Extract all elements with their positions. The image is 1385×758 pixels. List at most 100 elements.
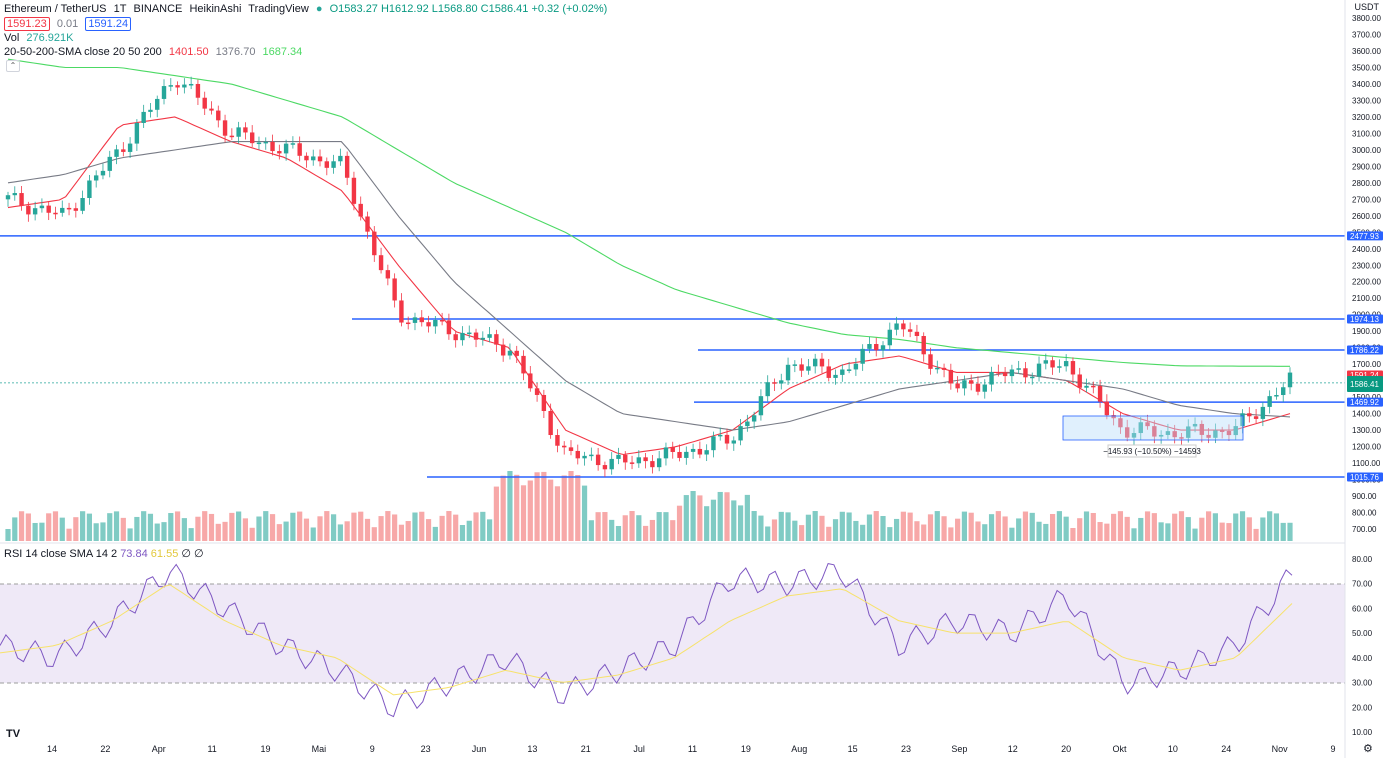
candle-body bbox=[792, 364, 798, 366]
candle-body bbox=[914, 331, 920, 337]
volume-bar bbox=[1280, 522, 1286, 541]
volume-bar bbox=[1056, 511, 1062, 541]
volume-bar bbox=[344, 521, 350, 541]
volume-bar bbox=[154, 523, 160, 541]
gear-icon[interactable]: ⚙ bbox=[1363, 743, 1373, 755]
time-tick: Okt bbox=[1112, 744, 1127, 754]
volume-bar bbox=[1124, 516, 1130, 541]
volume-bar bbox=[948, 527, 954, 541]
candle-body bbox=[26, 205, 31, 215]
price-badge-label: 1586.41 bbox=[1350, 380, 1379, 389]
volume-bar bbox=[988, 514, 995, 541]
time-tick: Mai bbox=[312, 744, 327, 754]
interval: 1T bbox=[113, 3, 127, 15]
rsi-series-line bbox=[0, 563, 1293, 718]
volume-bar bbox=[710, 499, 717, 541]
time-tick: 12 bbox=[1008, 744, 1018, 754]
volume-bar bbox=[819, 515, 825, 541]
candle-body bbox=[1267, 396, 1272, 407]
candle-body bbox=[677, 451, 682, 458]
symbol-legend[interactable]: Ethereum / TetherUS 1T BINANCE HeikinAsh… bbox=[4, 2, 611, 16]
horizontal-levels[interactable] bbox=[0, 235, 1345, 478]
rsi-tick: 40.00 bbox=[1352, 654, 1373, 663]
sma20-value: 1401.50 bbox=[168, 46, 209, 58]
volume-bar bbox=[480, 511, 486, 541]
chevron-up-icon[interactable]: ⌃ bbox=[6, 60, 20, 72]
volume-bar bbox=[934, 511, 940, 541]
candle-body bbox=[338, 155, 343, 162]
bid-box[interactable]: 1591.23 bbox=[4, 17, 50, 31]
volume-bar bbox=[907, 512, 913, 541]
volume-bar bbox=[961, 511, 968, 541]
candle-body bbox=[1043, 360, 1049, 364]
volume-bar bbox=[921, 524, 927, 541]
candle-body bbox=[426, 322, 431, 327]
volume-bar bbox=[724, 492, 730, 541]
candle-body bbox=[1091, 385, 1096, 388]
volume-bar bbox=[805, 514, 812, 541]
time-tick: Jul bbox=[633, 744, 645, 754]
candle-body bbox=[1077, 374, 1082, 388]
symbol-title[interactable]: Ethereum / TetherUS bbox=[4, 3, 107, 15]
candle-body bbox=[378, 255, 384, 271]
price-tick: 1700.00 bbox=[1352, 360, 1381, 369]
volume-bar bbox=[588, 520, 594, 541]
candle-body bbox=[880, 345, 886, 351]
price-tick: 1900.00 bbox=[1352, 327, 1381, 336]
volume-bar bbox=[1267, 511, 1273, 541]
volume-bar bbox=[290, 512, 296, 541]
volume-bar bbox=[283, 521, 289, 541]
volume-bar bbox=[432, 526, 438, 541]
sma-legend[interactable]: 20-50-200-SMA close 20 50 200 1401.50 13… bbox=[4, 45, 306, 59]
candle-body bbox=[1036, 363, 1042, 377]
price-tick: 3400.00 bbox=[1352, 80, 1381, 89]
volume-bar bbox=[1070, 527, 1076, 541]
price-tick: 3500.00 bbox=[1352, 63, 1381, 72]
volume-bar bbox=[174, 511, 181, 541]
candle-body bbox=[290, 143, 296, 145]
volume-bar bbox=[1077, 518, 1083, 541]
quote-boxes[interactable]: 1591.23 0.01 1591.24 bbox=[4, 17, 135, 31]
currency-label[interactable]: USDT bbox=[1354, 2, 1380, 12]
volume-bar bbox=[120, 517, 126, 541]
ask-box[interactable]: 1591.24 bbox=[85, 17, 132, 31]
time-axis[interactable]: 14 22 Apr 11 19 Mai 9 23 Jun 13 21 Jul 11 19 Aug 15 23 Se… bbox=[47, 744, 1336, 754]
rsi-legend[interactable]: RSI 14 close SMA 14 2 73.84 61.55 ∅ ∅ bbox=[4, 547, 204, 560]
volume-bar bbox=[704, 506, 710, 541]
vol-label: Vol bbox=[4, 32, 20, 44]
candle-body bbox=[887, 329, 892, 346]
rsi-value: 73.84 bbox=[120, 548, 148, 560]
volume-bar bbox=[1009, 527, 1015, 541]
volume-bar bbox=[520, 485, 527, 541]
candle-body bbox=[317, 156, 323, 162]
candle-body bbox=[392, 278, 397, 301]
candle-body bbox=[46, 205, 51, 213]
time-tick: 9 bbox=[370, 744, 375, 754]
volume-bar bbox=[73, 517, 79, 541]
candle-body bbox=[711, 436, 716, 451]
volume-bar bbox=[107, 513, 113, 541]
candle-body bbox=[406, 322, 411, 325]
volume-bar bbox=[900, 511, 906, 541]
volume-bar bbox=[249, 527, 255, 541]
candle-body bbox=[446, 320, 452, 335]
candle-body bbox=[724, 434, 730, 444]
candle-body bbox=[1084, 385, 1089, 388]
candle-body bbox=[636, 457, 642, 464]
volume-bar bbox=[446, 511, 452, 541]
volume-bar bbox=[147, 513, 154, 541]
volume-bar bbox=[1029, 512, 1035, 541]
volume-legend[interactable]: Vol 276.921K bbox=[4, 31, 77, 45]
candle-body bbox=[555, 435, 560, 446]
volume-bar bbox=[1090, 512, 1096, 541]
volume-bar bbox=[1036, 521, 1042, 541]
volume-bar bbox=[731, 500, 737, 541]
volume-bar bbox=[799, 525, 805, 541]
candle-body bbox=[528, 373, 533, 389]
rsi-axis[interactable]: 80.00 70.00 60.00 50.00 40.00 30.00 20.00 10.00 bbox=[1352, 555, 1373, 737]
measure-tool[interactable]: −145.93 (−10.50%) −14593 bbox=[1062, 415, 1244, 458]
volume-bar bbox=[548, 479, 554, 541]
candle-body bbox=[243, 127, 248, 133]
candle-body bbox=[93, 175, 99, 181]
